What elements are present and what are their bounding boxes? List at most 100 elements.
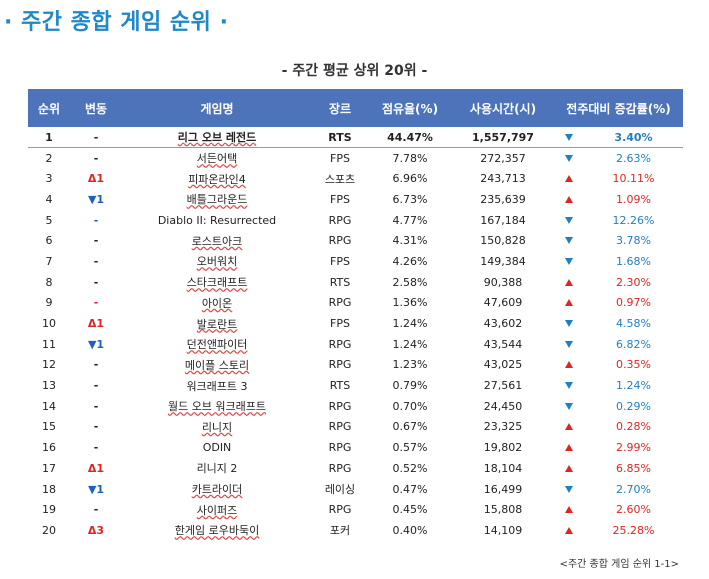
hours-cell: 16,499 [483,482,523,496]
rank-change-cell: ▼1 [87,192,105,206]
delta-cell: 1.09% [616,192,651,206]
genre-cell: RTS [329,275,351,289]
share-cell: 0.70% [392,399,428,413]
delta-cell: 2.63% [616,151,651,165]
rank-change-cell: - [93,275,99,289]
share-cell: 6.73% [392,192,428,206]
genre-cell: RPG [328,296,352,310]
share-cell: 4.31% [392,234,428,248]
genre-cell: RPG [328,441,352,455]
delta-cell: 2.99% [616,441,651,455]
rank-change-cell: - [93,234,99,248]
page-title: · 주간 종합 게임 순위 · [4,10,229,35]
game-name-cell: 사이퍼즈 [196,503,238,517]
rank-cell: 9 [45,296,53,310]
game-name-cell: 카트라이더 [191,483,243,497]
page-subtitle: - 주간 평균 상위 20위 - [281,63,428,79]
triangle-up-icon [554,417,584,438]
delta-cell: 2.70% [616,482,651,496]
triangle-down-icon [554,479,584,500]
rank-cell: 19 [42,503,56,517]
rank-change-cell: - [93,296,99,310]
share-cell: 4.26% [392,254,428,268]
rank-change-cell: - [93,379,99,393]
rank-cell: 4 [45,192,53,206]
rank-cell: 10 [42,317,56,331]
rank-change-cell: Δ1 [87,172,105,186]
genre-cell: RPG [328,213,352,227]
delta-cell: 3.40% [584,127,684,149]
rank-change-cell: - [93,151,99,165]
table-row: 17 Δ1 리니지 2 RPG 0.52% 18,104 6.85% [28,458,683,479]
table-row: 18 ▼1 카트라이더 레이싱 0.47% 16,499 2.70% [28,479,683,500]
delta-cell: 0.29% [616,399,651,413]
hours-cell: 14,109 [483,523,523,537]
share-cell: 4.77% [392,213,428,227]
table-row: 7 - 오버워치 FPS 4.26% 149,384 1.68% [28,251,683,272]
table-row: 6 - 로스트아크 RPG 4.31% 150,828 3.78% [28,230,683,251]
delta-cell: 12.26% [612,213,655,227]
genre-cell: FPS [330,317,350,331]
share-cell: 0.57% [392,441,428,455]
share-cell: 1.23% [392,358,428,372]
game-name-cell: 한게임 로우바둑이 [174,524,260,538]
hours-cell: 47,609 [483,296,523,310]
table-row: 14 - 월드 오브 워크래프트 RPG 0.70% 24,450 0.29% [28,396,683,417]
genre-cell: RPG [328,337,352,351]
ranking-table: 순위 변동 게임명 장르 점유율(%) 사용시간(시) 전주대비 증감률(%) … [28,89,684,541]
delta-cell: 0.35% [616,358,651,372]
table-row: 9 - 아이온 RPG 1.36% 47,609 0.97% [28,293,683,314]
delta-cell: 6.82% [616,337,651,351]
table-row: 3 Δ1 피파온라인4 스포츠 6.96% 243,713 10.11% [28,168,683,189]
rank-cell: 20 [42,523,56,537]
hours-cell: 149,384 [480,254,526,268]
game-name-cell: 피파온라인4 [188,172,246,186]
genre-cell: RTS [312,127,368,149]
triangle-down-icon [554,148,584,169]
table-row: 11 ▼1 던전앤파이터 RPG 1.24% 43,544 6.82% [28,334,683,355]
hours-cell: 243,713 [480,172,526,186]
rank-cell: 1 [28,127,70,149]
delta-cell: 0.97% [616,296,651,310]
rank-change-cell: - [93,503,99,517]
triangle-up-icon [554,437,584,458]
table-row: 4 ▼1 배틀그라운드 FPS 6.73% 235,639 1.09% [28,189,683,210]
hours-cell: 272,357 [480,151,526,165]
share-cell: 1.24% [392,317,428,331]
genre-cell: RPG [328,234,352,248]
triangle-down-icon [554,230,584,251]
genre-cell: RPG [328,503,352,517]
delta-cell: 2.30% [616,275,651,289]
game-name-cell: 아이온 [201,296,233,310]
game-name-cell: 로스트아크 [191,234,243,248]
triangle-down-icon [554,375,584,396]
rank-change-cell: - [93,254,99,268]
header-hours: 사용시간(시) [469,101,537,116]
rank-change-cell: Δ1 [87,461,105,475]
delta-cell: 4.58% [616,317,651,331]
table-row: 16 - ODIN RPG 0.57% 19,802 2.99% [28,437,683,458]
rank-cell: 13 [42,379,56,393]
genre-cell: RPG [328,358,352,372]
triangle-up-icon [554,520,584,541]
share-cell: 0.79% [392,379,428,393]
table-row: 20 Δ3 한게임 로우바둑이 포커 0.40% 14,109 25.28% [28,520,683,541]
share-cell: 0.40% [392,523,428,537]
hours-cell: 150,828 [480,234,526,248]
header-share: 점유율(%) [381,101,439,116]
delta-cell: 1.68% [616,254,651,268]
table-row: 5 - Diablo II: Resurrected RPG 4.77% 167,184 1… [28,210,683,231]
genre-cell: 포커 [329,524,351,538]
hours-cell: 43,602 [483,317,523,331]
genre-cell: 스포츠 [324,172,356,186]
hours-cell: 24,450 [483,399,523,413]
hours-cell: 19,802 [483,441,523,455]
triangle-up-icon [554,293,584,314]
rank-cell: 8 [45,275,53,289]
share-cell: 0.45% [392,503,428,517]
genre-cell: RPG [328,399,352,413]
game-name-cell: 던전앤파이터 [186,338,248,352]
game-name-cell: 워크래프트 3 [186,379,248,393]
triangle-up-icon [554,458,584,479]
header-game: 게임명 [200,101,234,116]
